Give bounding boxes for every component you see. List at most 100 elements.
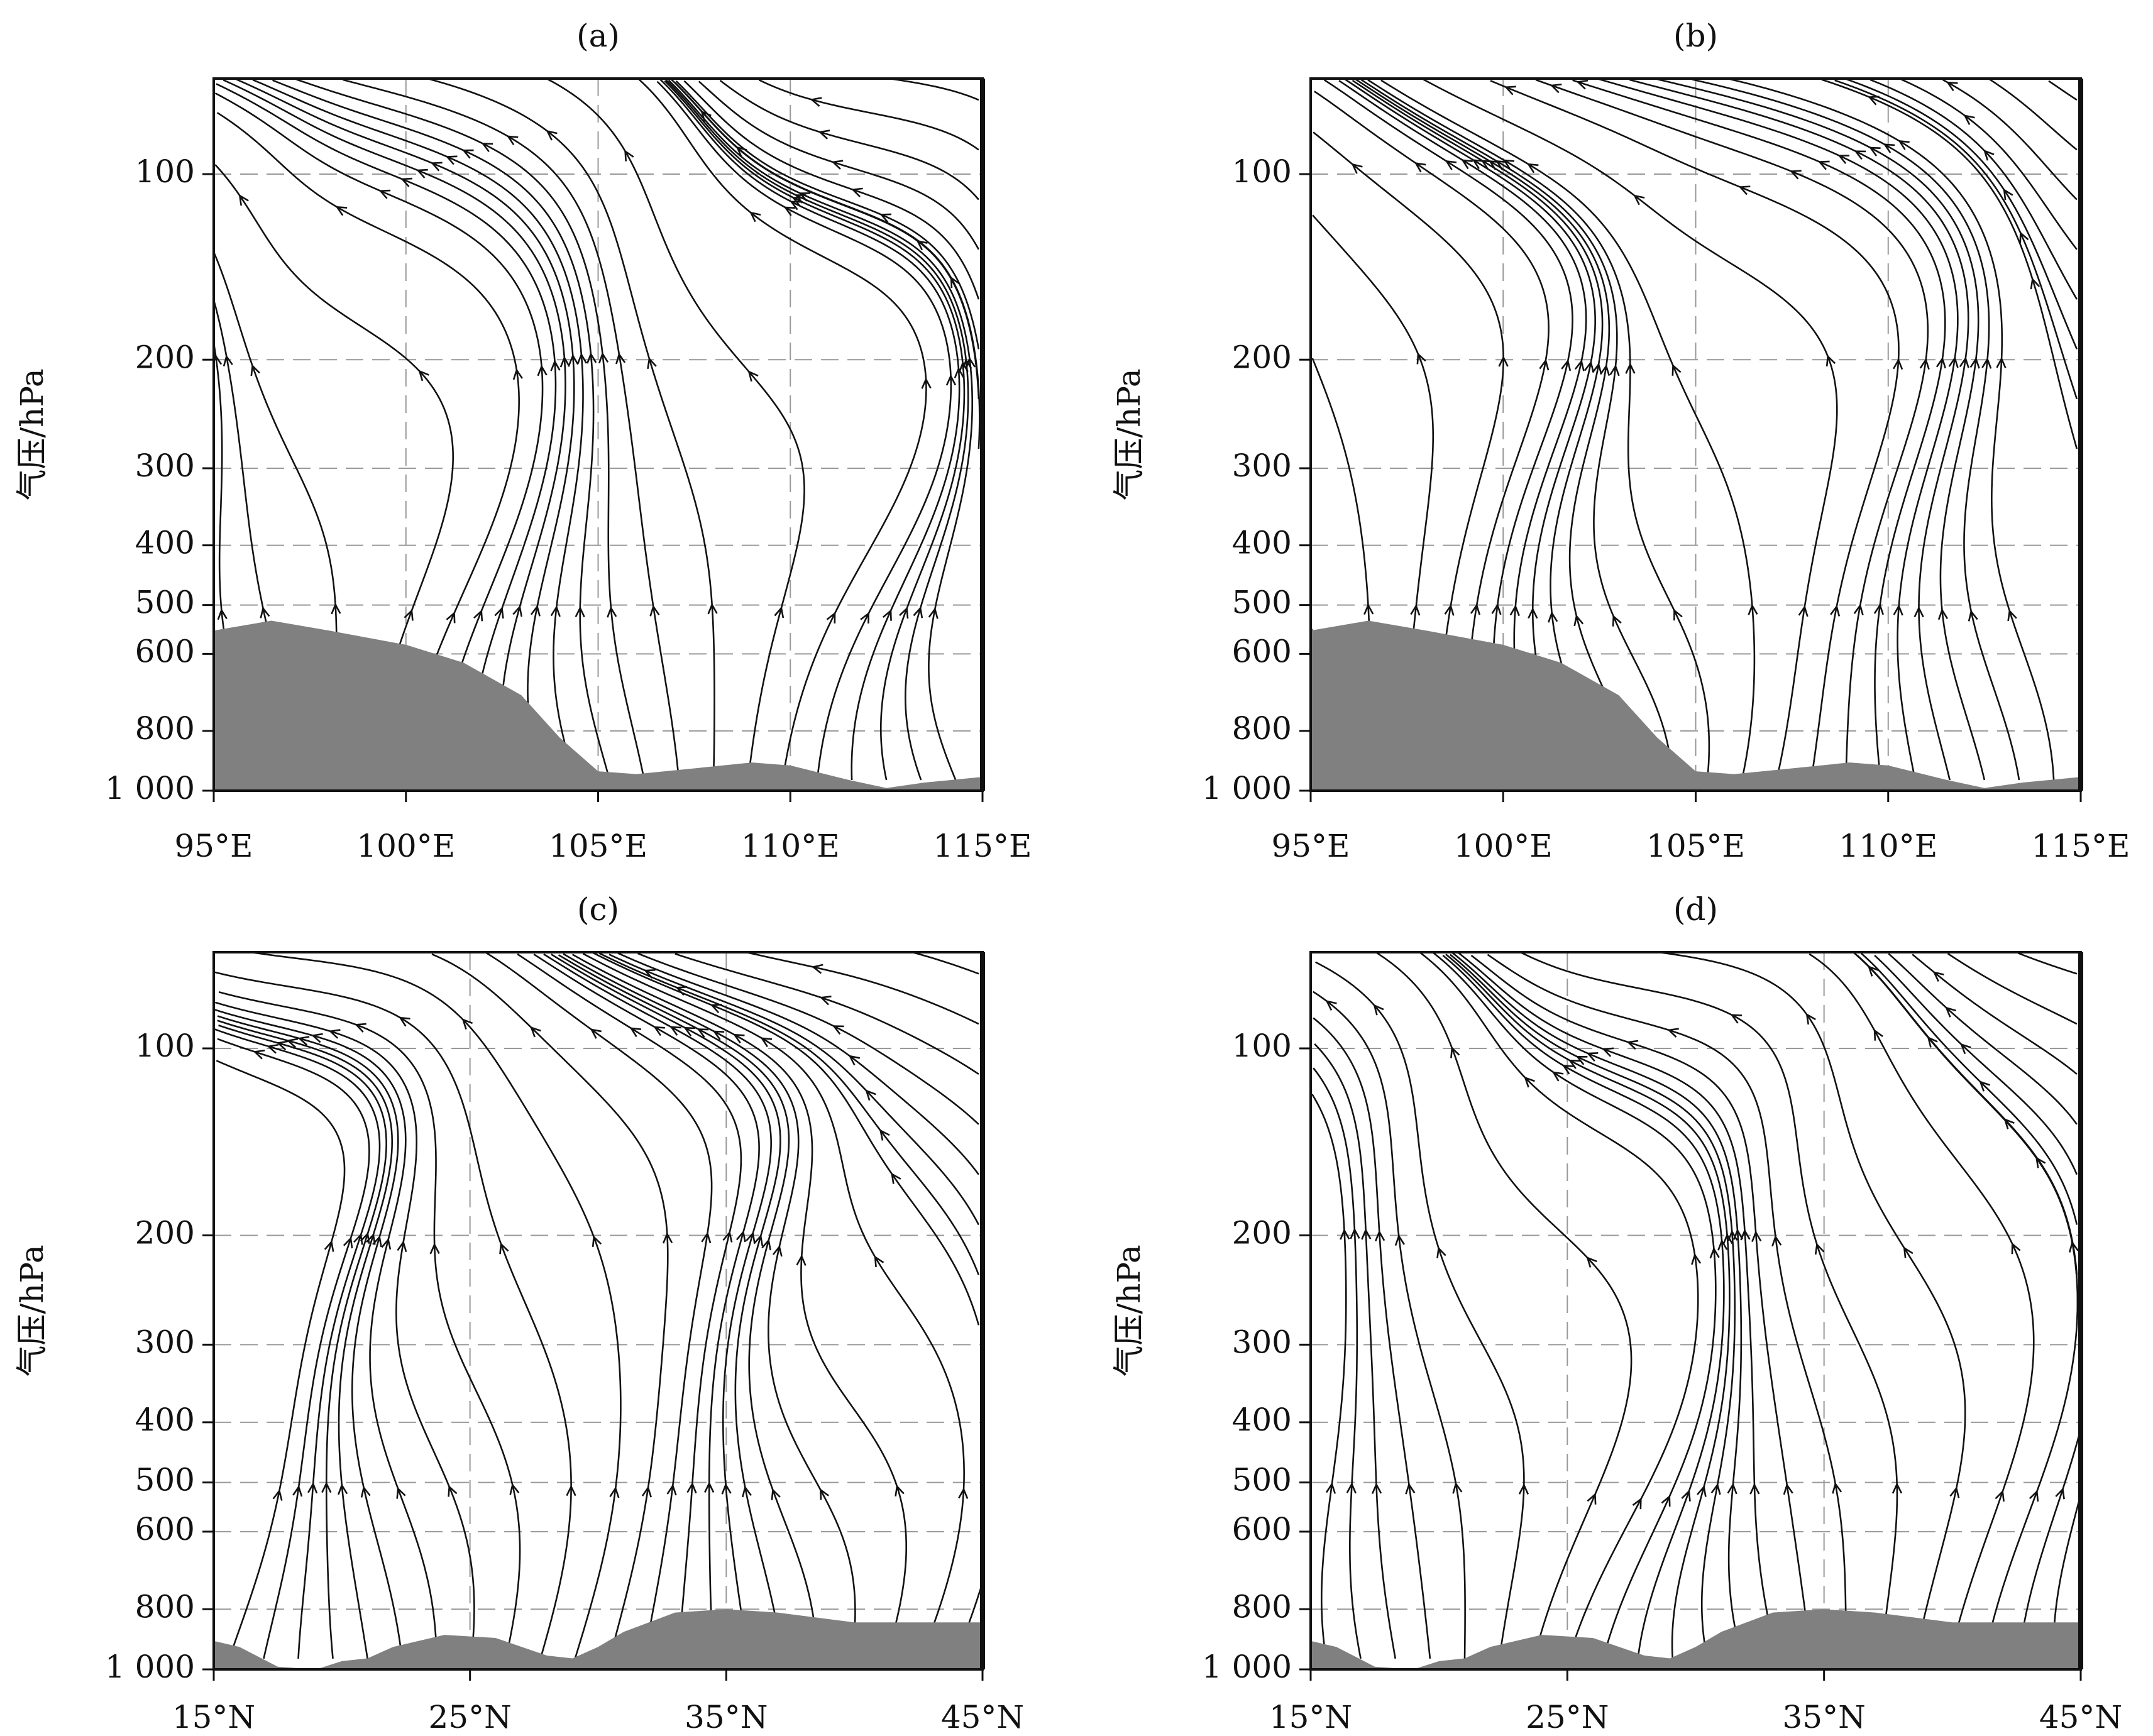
stream-arrow	[683, 1026, 695, 1036]
stream-arrow	[559, 356, 570, 368]
stream-arrow	[697, 1028, 709, 1038]
x-tick-label: 115°E	[2032, 828, 2130, 864]
stream-arrow	[550, 605, 561, 617]
stream-arrow	[311, 1033, 323, 1043]
stream-arrow	[1673, 608, 1683, 621]
stream-arrow	[416, 168, 428, 179]
stream-arrow	[771, 1488, 781, 1500]
stream-arrow	[446, 611, 456, 624]
stream-arrow	[641, 1485, 652, 1498]
stream-arrow	[761, 1238, 771, 1251]
stream-arrow	[260, 606, 270, 618]
stream-arrow	[481, 143, 493, 153]
stream-arrow	[735, 1230, 746, 1243]
stream-arrow	[566, 1485, 576, 1497]
stream-arrow	[1814, 1243, 1825, 1255]
streamline	[218, 991, 521, 1659]
stream-arrow	[418, 370, 429, 382]
stream-arrow	[1805, 1013, 1816, 1025]
streamline	[637, 952, 979, 1125]
y-tick-label: 800	[135, 710, 195, 747]
streamline	[563, 953, 856, 1659]
stream-arrow	[429, 1243, 440, 1255]
stream-arrow	[1981, 357, 1992, 369]
stream-arrow	[338, 1483, 348, 1495]
stream-arrow	[1817, 160, 1830, 170]
stream-arrow	[1697, 1485, 1707, 1497]
y-tick-label: 800	[1232, 710, 1292, 747]
streamline	[1821, 79, 2078, 449]
stream-arrow	[461, 1018, 473, 1030]
y-tick-label: 1 000	[1202, 770, 1292, 806]
streamline	[1942, 79, 2078, 201]
streamline	[599, 952, 980, 1275]
stream-arrow	[1526, 163, 1539, 173]
stream-arrow	[292, 1485, 303, 1497]
x-tick-label: 45°N	[941, 1699, 1024, 1735]
stream-arrow	[399, 1016, 410, 1027]
stream-arrow	[928, 607, 939, 619]
stream-arrow	[2003, 188, 2013, 201]
stream-arrow	[530, 605, 541, 617]
y-tick-label: 400	[1232, 525, 1292, 561]
stream-arrow	[1960, 1043, 1971, 1055]
stream-arrow	[1633, 194, 1645, 206]
streamline	[1313, 1017, 1431, 1659]
streamline	[1311, 1094, 1347, 1659]
panel-title: (c)	[577, 891, 619, 928]
terrain	[214, 620, 983, 791]
streamline	[214, 1001, 475, 1659]
streamline	[746, 952, 979, 1025]
stream-arrow	[1832, 1481, 1842, 1494]
streamline	[272, 79, 611, 781]
stream-arrow	[1491, 603, 1502, 615]
y-tick-label: 400	[1232, 1402, 1292, 1438]
stream-arrow	[1898, 140, 1910, 150]
y-axis-label: 气压/hPa	[1111, 1244, 1147, 1376]
stream-arrow	[772, 1244, 783, 1257]
stream-arrow	[899, 607, 909, 619]
streamline	[592, 952, 980, 1326]
x-tick-label: 95°E	[1271, 828, 1350, 864]
stream-arrow	[891, 1172, 901, 1184]
panel: (c) 气压/hPa 100 200 300 400 500 600 800 1 000 15°N 2…	[14, 891, 1024, 1735]
streamline	[1354, 79, 1639, 781]
y-tick-label: 500	[135, 585, 195, 621]
y-tick-label: 300	[135, 448, 195, 484]
streamline	[214, 92, 544, 781]
stream-arrow	[1949, 1486, 1960, 1498]
x-tick-label: 105°E	[549, 828, 647, 864]
stream-arrow	[506, 135, 519, 146]
streamline	[2018, 952, 2078, 975]
streamline	[1323, 79, 1573, 781]
stream-arrow	[530, 1026, 541, 1038]
stream-arrow	[954, 366, 964, 378]
stream-arrow	[1548, 611, 1558, 623]
stream-arrow	[746, 1231, 756, 1244]
y-tick-label: 100	[135, 153, 195, 190]
stream-arrow	[461, 149, 474, 159]
x-tick-label: 100°E	[1454, 828, 1553, 864]
stream-arrow	[366, 1233, 376, 1245]
stream-arrow	[1959, 356, 1969, 368]
stream-arrow	[848, 1055, 861, 1066]
stream-arrow	[1586, 1256, 1597, 1268]
panel-title: (d)	[1673, 891, 1718, 928]
stream-arrow	[1868, 96, 1880, 106]
stream-arrow	[921, 377, 932, 389]
stream-arrow	[1509, 604, 1520, 617]
y-tick-label: 1 000	[105, 770, 195, 806]
y-tick-label: 500	[1232, 585, 1292, 621]
x-tick-label: 25°N	[428, 1699, 511, 1735]
stream-arrow	[1691, 1253, 1702, 1265]
streamline	[656, 80, 952, 781]
stream-arrow	[895, 1484, 905, 1497]
x-tick-label: 105°E	[1646, 828, 1745, 864]
streamline	[1629, 79, 1969, 781]
stream-arrow	[1854, 150, 1866, 160]
streamline	[675, 953, 979, 1075]
stream-arrow	[669, 1026, 681, 1036]
streamline	[1343, 79, 1596, 781]
streamline	[659, 79, 961, 781]
stream-arrow	[590, 1028, 602, 1039]
